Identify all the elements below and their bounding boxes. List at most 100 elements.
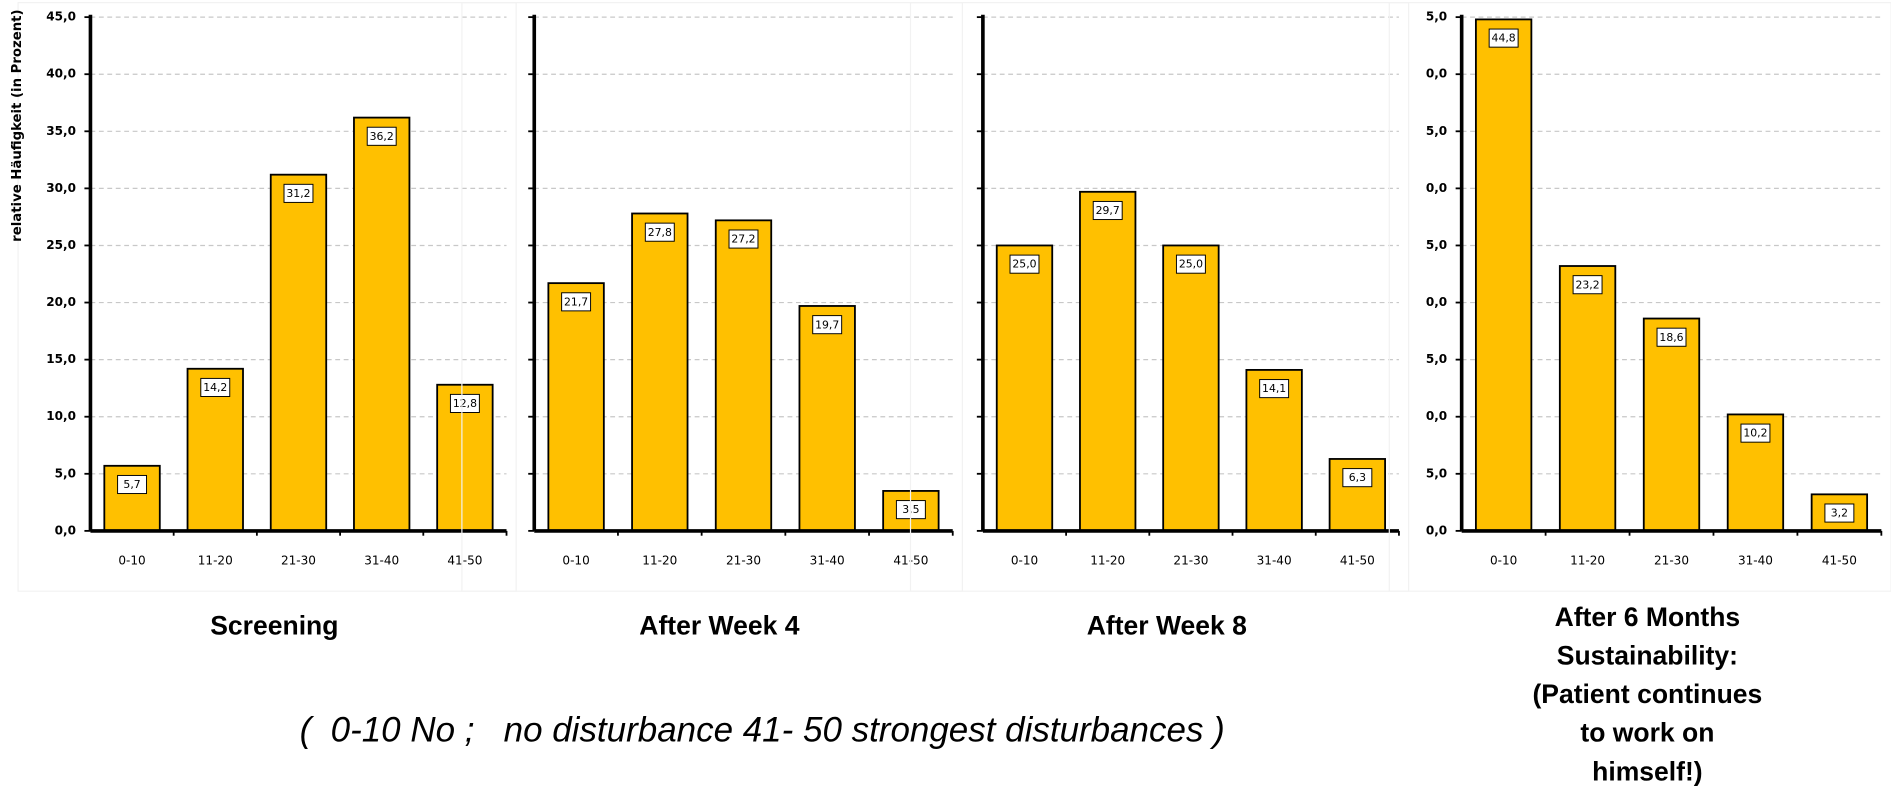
value-label-box	[1259, 379, 1290, 399]
value-label: 14,2	[203, 381, 227, 394]
y-tick-label: 5,0	[1426, 238, 1447, 252]
x-tick-label: 0-10	[1490, 554, 1517, 568]
value-label-box	[812, 315, 843, 335]
value-label-box	[1342, 468, 1373, 488]
y-axis-label: relative Häufigkeit (in Prozent)	[10, 10, 25, 242]
x-tick-label: 21-30	[1654, 554, 1689, 568]
y-tick-label: 5,0	[1426, 124, 1447, 138]
value-label: 19,7	[815, 318, 839, 331]
value-label: 27,2	[731, 233, 755, 246]
y-tick-label: 35,0	[46, 124, 76, 138]
x-tick-label: 11-20	[1090, 554, 1125, 568]
x-tick-label: 0-10	[1011, 554, 1038, 568]
value-label-box	[1740, 423, 1771, 443]
y-tick-label: 10,0	[46, 409, 76, 423]
value-label: 6,3	[1349, 471, 1366, 484]
y-tick-label: 45,0	[46, 10, 76, 24]
x-tick-label: 11-20	[198, 554, 233, 568]
y-tick-label: 25,0	[46, 238, 76, 252]
value-label: 29,7	[1096, 204, 1120, 217]
x-tick-label: 31-40	[1257, 554, 1292, 568]
value-label: 21,7	[564, 295, 588, 308]
value-label-box	[283, 183, 314, 203]
x-tick-label: 11-20	[1570, 554, 1605, 568]
bar	[1328, 458, 1386, 532]
value-label: 12,8	[453, 397, 477, 410]
bar	[1558, 265, 1617, 532]
y-tick-label: 0,0	[1426, 181, 1447, 195]
value-label: 44,8	[1492, 32, 1516, 45]
bar	[1474, 18, 1533, 532]
value-label: 10,2	[1743, 427, 1767, 440]
value-label: 31,2	[286, 187, 310, 200]
x-tick-label: 31-40	[364, 554, 399, 568]
value-label-box	[200, 377, 231, 397]
value-label: 25,0	[1012, 258, 1036, 271]
y-tick-label: 0,0	[1426, 295, 1447, 309]
y-tick-label: 5,0	[1426, 352, 1447, 366]
chart-title: himself!)	[1592, 756, 1703, 786]
panel-frame	[909, 2, 1410, 592]
x-tick-label: 0-10	[118, 554, 145, 568]
bar	[269, 173, 328, 532]
value-label: 25,0	[1179, 258, 1203, 271]
y-tick-label: 0,0	[1426, 523, 1447, 537]
value-label-box	[728, 229, 759, 249]
value-label-box	[1092, 200, 1123, 221]
value-label: 23,2	[1575, 278, 1599, 291]
value-label: 3,2	[1831, 507, 1848, 520]
value-label-box	[1824, 503, 1855, 523]
y-tick-label: 0,0	[55, 523, 76, 537]
x-tick-label: 31-40	[810, 554, 845, 568]
x-tick-label: 31-40	[1738, 554, 1773, 568]
bar	[1642, 317, 1701, 532]
chart-title: (Patient continues	[1532, 679, 1762, 709]
panel-frame	[17, 2, 517, 592]
value-label-box	[1488, 28, 1519, 48]
value-label: 36,2	[370, 130, 394, 143]
x-tick-label: 11-20	[642, 554, 677, 568]
y-tick-label: 20,0	[46, 295, 76, 309]
value-label-box	[1572, 275, 1603, 295]
x-tick-label: 21-30	[281, 554, 316, 568]
chart-title: Screening	[210, 610, 338, 640]
bar	[1162, 244, 1220, 532]
value-label: 5,7	[123, 478, 140, 491]
panel-frame	[461, 2, 963, 592]
y-tick-label: 5,0	[55, 466, 76, 480]
value-label-box	[117, 474, 148, 495]
x-tick-label: 41-50	[1822, 554, 1857, 568]
x-tick-label: 41-50	[1340, 554, 1375, 568]
x-tick-label: 41-50	[447, 554, 482, 568]
value-label: 14,1	[1262, 382, 1286, 395]
y-tick-label: 5,0	[1426, 10, 1447, 24]
x-tick-label: 21-30	[726, 554, 761, 568]
y-tick-label: 0,0	[1426, 409, 1447, 423]
y-tick-label: 5,0	[1426, 466, 1447, 480]
chart-title: After Week 8	[1087, 610, 1247, 640]
x-tick-label: 21-30	[1173, 554, 1208, 568]
chart-title: After Week 4	[639, 610, 799, 640]
value-label-box	[449, 393, 480, 413]
value-label-box	[561, 292, 592, 312]
y-tick-label: 30,0	[46, 181, 76, 195]
bar	[798, 305, 856, 532]
bar	[353, 116, 411, 532]
chart-title: After 6 Months	[1555, 602, 1741, 632]
bar	[631, 212, 689, 532]
value-label: 27,8	[648, 226, 672, 239]
bar	[1079, 190, 1137, 532]
value-label-box	[1009, 254, 1040, 274]
y-tick-label: 0,0	[1426, 67, 1447, 81]
value-label-box	[1175, 254, 1206, 274]
y-tick-label: 15,0	[46, 352, 76, 366]
y-tick-label: 40,0	[46, 67, 76, 81]
chart-title: to work on	[1580, 718, 1714, 748]
x-tick-label: 0-10	[562, 554, 589, 568]
value-label-box	[1656, 327, 1687, 347]
value-label-box	[644, 222, 675, 242]
value-label: 18,6	[1659, 331, 1683, 344]
bar	[547, 282, 605, 532]
value-label-box	[366, 126, 397, 146]
